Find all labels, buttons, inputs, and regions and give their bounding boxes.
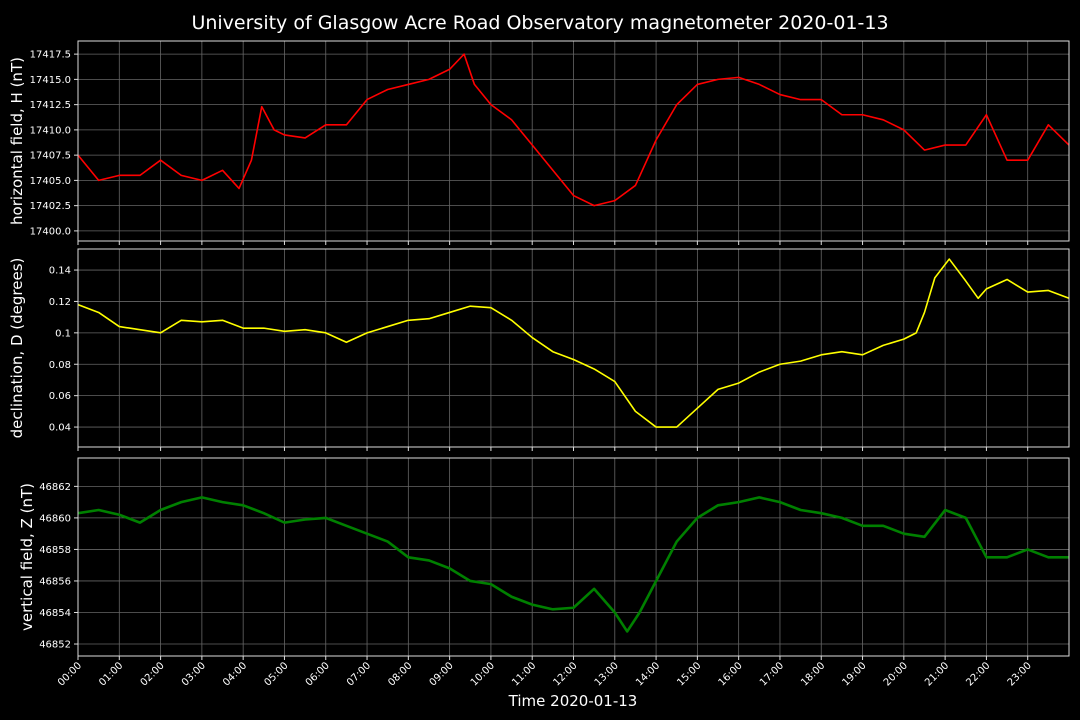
- y-tick-label: 17415.0: [30, 75, 71, 86]
- y-tick-label: 46862: [39, 482, 71, 493]
- y-tick-label: 17405.0: [30, 176, 71, 187]
- data-line: [77, 258, 1070, 428]
- y-tick-label: 0.06: [49, 391, 71, 402]
- y-tick-label: 0.04: [49, 423, 71, 434]
- y-axis-label: horizontal field, H (nT): [8, 57, 26, 225]
- y-tick-label: 46858: [39, 545, 71, 556]
- y-tick-label: 17417.5: [30, 50, 71, 61]
- y-axis-label: declination, D (degrees): [8, 258, 26, 439]
- y-tick-label: 0.12: [49, 297, 71, 308]
- data-line: [77, 496, 1069, 633]
- y-tick-label: 17400.0: [30, 226, 71, 237]
- y-tick-label: 46852: [39, 640, 71, 651]
- y-tick-label: 0.1: [55, 328, 71, 339]
- y-tick-label: 17402.5: [30, 201, 71, 212]
- figure-title: University of Glasgow Acre Road Observat…: [191, 12, 888, 34]
- y-tick-label: 46860: [39, 513, 71, 524]
- x-axis-label: Time 2020-01-13: [508, 692, 638, 710]
- y-tick-label: 0.08: [49, 360, 71, 371]
- axes-frame: [77, 248, 1070, 448]
- axes-frame: [77, 40, 1070, 242]
- y-tick-label: 0.14: [49, 266, 71, 277]
- data-line: [77, 53, 1070, 207]
- y-axis-label: vertical field, Z (nT): [18, 483, 36, 631]
- y-tick-label: 46856: [39, 576, 71, 587]
- y-tick-label: 46854: [39, 608, 71, 619]
- y-tick-label: 17407.5: [30, 151, 71, 162]
- axes-frame: [77, 457, 1070, 657]
- y-tick-label: 17410.0: [30, 125, 71, 136]
- y-tick-label: 17412.5: [30, 100, 71, 111]
